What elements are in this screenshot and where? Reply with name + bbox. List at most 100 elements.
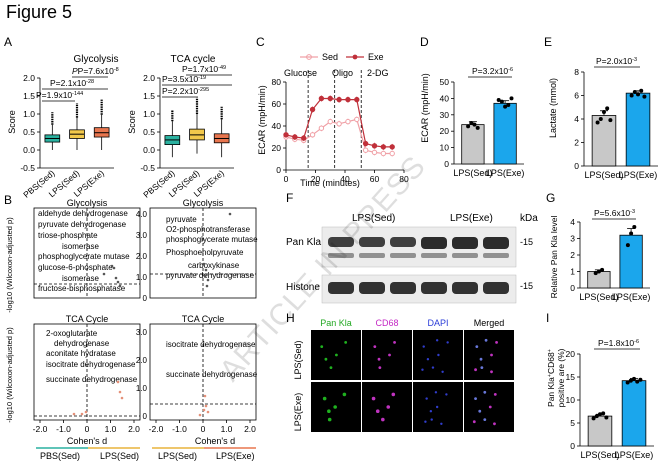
a2-pval-3-text: P=2.2x10 xyxy=(162,86,198,96)
d-ytick-label-0: 0 xyxy=(444,159,449,169)
e-plot: 0 2 4 6 8 LPS(Sed)LPS(Exe) xyxy=(574,67,658,180)
b4-point-0 xyxy=(203,394,207,398)
f-band-h3-4 xyxy=(452,282,478,294)
c-point-sed-7 xyxy=(345,118,351,125)
g-ytick-label-3: 3 xyxy=(570,234,575,244)
c-legend-sed: Sed xyxy=(322,52,338,62)
c-point-exe-3 xyxy=(309,106,316,113)
b2-term-4: carboxykinase xyxy=(188,261,240,270)
h-spot-0-2-2 xyxy=(431,366,435,369)
f-band-h3-1 xyxy=(359,282,385,294)
h-spot-1-3-6 xyxy=(483,390,487,394)
e-bar-1 xyxy=(625,92,651,167)
h-spot-0-3-7 xyxy=(474,368,477,372)
c-xtick-label-3: 60 xyxy=(370,174,380,184)
a1-pvals: PP=7.6x10-8 P=2.1x10-28 P=1.9x10-144 xyxy=(36,66,119,102)
f-band-pankla-lower-0 xyxy=(328,253,354,258)
panel-label-d: D xyxy=(420,35,429,49)
h-spot-1-3-0 xyxy=(474,397,477,400)
e-dot-1-4 xyxy=(642,94,647,99)
i-ytick-label-1: 5 xyxy=(570,418,575,428)
g-bar-0 xyxy=(587,271,611,289)
h-spot-1-2-7 xyxy=(424,420,427,423)
h-spot-1-3-2 xyxy=(483,418,487,421)
h-spot-1-1-4 xyxy=(375,409,380,414)
b1-point-5 xyxy=(96,288,100,292)
f-group-sed: LPS(Sed) xyxy=(352,213,395,224)
f-band-h3-5 xyxy=(483,282,509,294)
i-ylabel-3: positive are (%) xyxy=(556,348,566,407)
d-bar-0 xyxy=(461,124,485,165)
e-dot-1-0 xyxy=(629,93,634,98)
b-xtick-label-0-1: -1.0 xyxy=(56,424,71,434)
b2-term-1: O2-phosphotransferase xyxy=(166,225,251,234)
e-dot-0-2 xyxy=(601,109,606,114)
h-spot-1-3-4 xyxy=(478,409,482,413)
f-marker-2: -15 xyxy=(520,281,533,291)
b4-ytick-label-1: 1.0 xyxy=(136,384,148,393)
b-xtick-label-1-1: -1.0 xyxy=(172,424,187,434)
i-dot-1-3 xyxy=(635,379,640,384)
h-spot-1-2-0 xyxy=(425,397,428,400)
h-spot-0-2-6 xyxy=(435,339,439,342)
i-dot-1-4 xyxy=(638,377,643,382)
i-pval-exp: -6 xyxy=(634,339,639,345)
c-xtick-label-1: 20 xyxy=(311,174,321,184)
b-ylabel-bottom: -log10 (Wilcoxon-adjusted p) xyxy=(5,327,14,423)
panel-label-c: C xyxy=(256,35,265,49)
b1-term-2: triose-phosphate xyxy=(38,231,98,240)
h-tiles xyxy=(311,330,514,432)
a2-pvals: P=1.7x10-49 P=3.5x10-19 P=2.2x10-295 xyxy=(162,64,232,98)
a2-pval-1-exp: -49 xyxy=(218,65,226,71)
b3-term-1: dehydrogenase xyxy=(54,339,110,348)
e-dot-0-3 xyxy=(605,106,610,111)
d-pval: P=3.2x10-6 xyxy=(472,66,513,76)
f-band-pankla-3 xyxy=(421,237,447,249)
c-inj-oligo: Oligo xyxy=(332,68,353,78)
a1-ytick-label-0: -0.5 xyxy=(20,163,35,173)
b-guides xyxy=(34,208,256,420)
g-dot-0-2 xyxy=(600,267,605,272)
b4-term-1: succinate dehydrogenase xyxy=(166,370,258,379)
b3-term-3: isocitrate dehydrogenase xyxy=(46,360,136,369)
c-legend-exe: Exe xyxy=(368,52,384,62)
i-ylabel-cd68: CD68 xyxy=(546,352,556,374)
c-legend-sed-marker xyxy=(306,54,312,60)
d-pval-text: P=3.2x10 xyxy=(472,66,508,76)
i-ylabel-plus-2: + xyxy=(547,349,553,352)
h-spot-0-2-1 xyxy=(437,353,440,357)
h-spot-0-1-0 xyxy=(373,345,377,348)
c-point-sed-10 xyxy=(371,149,378,156)
b-xtick-label-0-0: -2.0 xyxy=(33,424,48,434)
b-xlabel-right: Cohen's d xyxy=(195,436,235,446)
h-spot-1-2-4 xyxy=(429,410,433,413)
i-ylabel-1: Pan Kla+CD68+ xyxy=(546,349,556,407)
f-band-pankla-lower-5 xyxy=(483,253,509,258)
a1-pval-1-text: P=7.6x10 xyxy=(78,66,114,76)
a2-ytick-label-5: 2.0 xyxy=(143,73,155,83)
b2-title: Glycolysis xyxy=(183,198,224,208)
b-xtick-label-1-3: 1.0 xyxy=(221,424,233,434)
a2-pval-2-exp: -19 xyxy=(198,75,206,81)
h-spot-0-1-2 xyxy=(378,366,382,369)
b2-term-2: phosphoglycerate mutase xyxy=(166,235,258,244)
c-point-exe-10 xyxy=(371,143,378,149)
d-dot-1-3 xyxy=(506,102,511,107)
a1-pval-2: P=2.1x10-28 xyxy=(50,78,94,88)
g-plot: 0 1 2 3 4 LPS(Sed)LPS(Exe) xyxy=(570,217,650,302)
a2-pval-2-text: P=3.5x10 xyxy=(162,74,198,84)
b-xtick-label-0-2: 0 xyxy=(85,424,90,434)
b1-term-0: aldehyde dehydrogenase xyxy=(38,209,128,218)
f-row-h3: Histone H3 xyxy=(286,282,336,293)
h-spot-1-0-1 xyxy=(333,405,337,409)
b1-term-5: glucose-6-phosphate xyxy=(38,263,113,272)
h-col-pankla: Pan Kla xyxy=(320,318,352,328)
a1-pval-1-exp: -8 xyxy=(114,67,119,73)
a2-ytick-label-3: 1.0 xyxy=(143,109,155,119)
b1-point-1 xyxy=(114,276,118,280)
a1-title: Glycolysis xyxy=(73,54,118,65)
h-spot-1-1-2 xyxy=(381,417,385,422)
h-spot-0-0-4 xyxy=(324,357,328,361)
b3-point-2 xyxy=(120,396,124,400)
